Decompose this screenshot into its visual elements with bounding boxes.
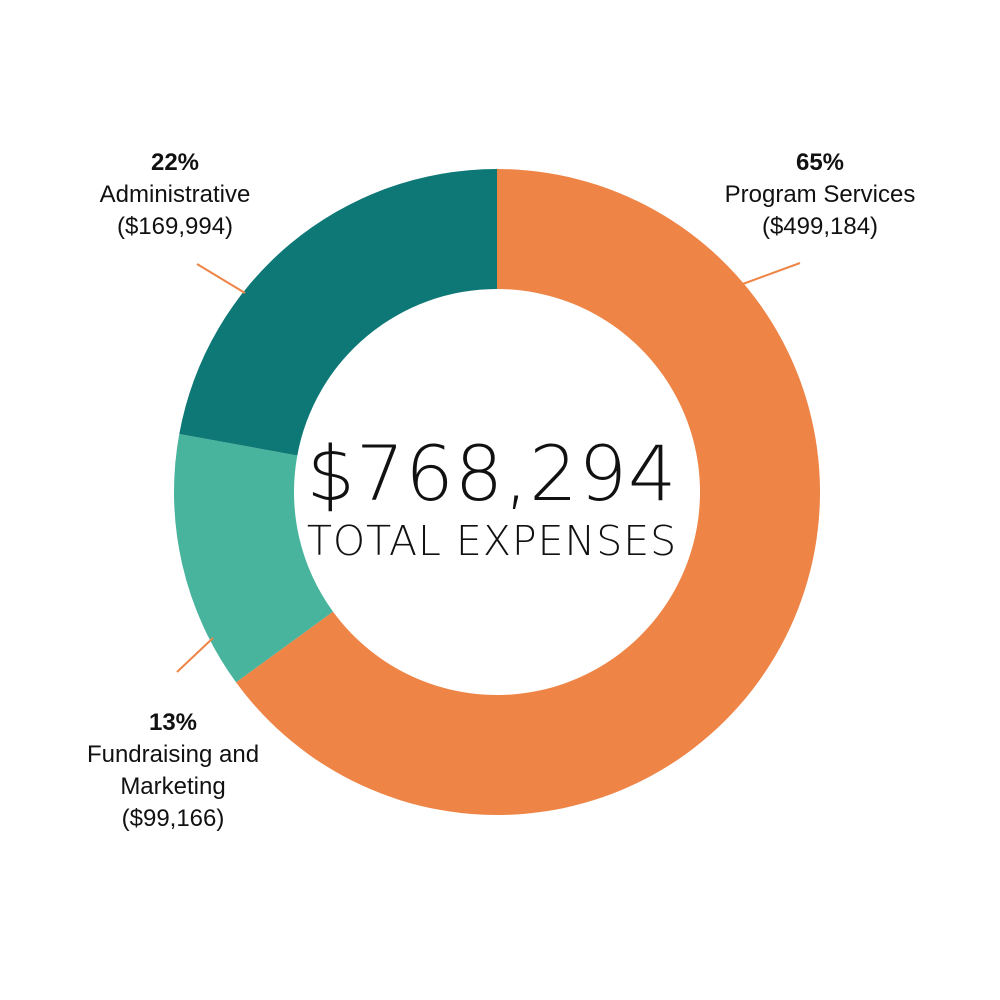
slice-percent-program: 65% [796,149,844,176]
leader-line-admin [196,263,246,294]
slice-name-admin-0: Administrative [100,181,251,208]
slice-program [236,169,820,815]
total-caption: TOTAL EXPENSES [307,517,677,565]
total-amount: $768,294 [307,429,678,518]
slice-percent-admin: 22% [151,149,199,176]
slice-amount-fundraising: ($99,166) [122,805,225,832]
slice-amount-program: ($499,184) [762,213,878,240]
slice-amount-admin: ($169,994) [117,213,233,240]
slice-name-program-0: Program Services [725,181,916,208]
slice-name-fundraising-0: Fundraising and [87,741,259,768]
slice-admin [179,169,497,456]
slice-labels-layer: 65% Program Services ($499,184) 13% Fundrais… [87,149,915,832]
leader-line-fundraising [176,637,214,673]
slices-layer [173,169,820,815]
slice-name-fundraising-1: Marketing [120,773,225,800]
slice-percent-fundraising: 13% [149,709,197,736]
leader-lines-layer [176,262,801,673]
leader-line-program [739,262,801,286]
slice-fundraising [173,433,334,683]
